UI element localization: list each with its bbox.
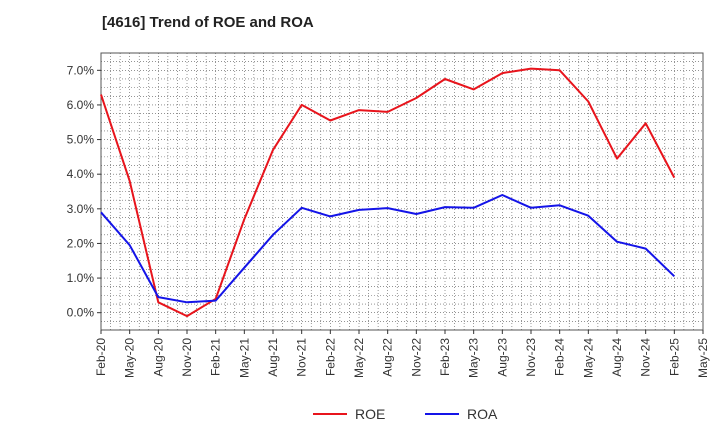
y-tick-label: 4.0% xyxy=(67,167,95,181)
legend-label-roe: ROE xyxy=(355,406,385,422)
x-tick-label: Feb-23 xyxy=(438,338,452,376)
x-tick-label: Feb-20 xyxy=(94,338,108,376)
x-tick-label: May-25 xyxy=(696,338,710,378)
series-line-roe xyxy=(100,67,676,318)
chart-title: [4616] Trend of ROE and ROA xyxy=(102,14,314,31)
x-tick-label: May-23 xyxy=(467,338,481,378)
x-tick-label: Feb-24 xyxy=(553,338,567,376)
x-tick-label: Aug-21 xyxy=(266,338,280,377)
x-tick-label: Nov-22 xyxy=(409,338,423,377)
y-tick-label: 5.0% xyxy=(67,133,95,147)
x-tick-label: May-24 xyxy=(581,338,595,378)
y-tick-label: 3.0% xyxy=(67,202,95,216)
y-tick-label: 2.0% xyxy=(67,236,95,250)
x-tick-label: Nov-24 xyxy=(639,338,653,377)
series-line-roa xyxy=(100,194,675,304)
y-tick-label: 1.0% xyxy=(67,271,95,285)
y-tick-label: 0.0% xyxy=(67,306,95,320)
x-tick-label: Feb-22 xyxy=(323,338,337,376)
x-tick-label: Aug-22 xyxy=(381,338,395,377)
x-axis-ticks: Feb-20 May-20 Aug-20 Nov-20 Feb-21 May-21 Aug-… xyxy=(94,330,710,378)
x-tick-label: Nov-21 xyxy=(295,338,309,377)
y-axis-ticks: 0.0% 1.0% 2.0% 3.0% 4.0% 5.0% 6.0% 7.0% xyxy=(67,63,101,320)
x-tick-label: May-20 xyxy=(123,338,137,378)
y-tick-label: 7.0% xyxy=(67,63,95,77)
x-tick-label: May-22 xyxy=(352,338,366,378)
series-lines xyxy=(100,67,676,318)
legend-label-roa: ROA xyxy=(467,406,498,422)
x-tick-label: Aug-23 xyxy=(495,338,509,377)
x-tick-label: Nov-20 xyxy=(180,338,194,377)
x-tick-label: Feb-25 xyxy=(667,338,681,376)
x-tick-label: Feb-21 xyxy=(209,338,223,376)
grid-lines xyxy=(100,52,703,331)
x-tick-label: Aug-20 xyxy=(151,338,165,377)
x-tick-label: Nov-23 xyxy=(524,338,538,377)
legend: ROE ROA xyxy=(313,406,498,422)
y-tick-label: 6.0% xyxy=(67,98,95,112)
x-tick-label: May-21 xyxy=(237,338,251,378)
x-tick-label: Aug-24 xyxy=(610,338,624,377)
